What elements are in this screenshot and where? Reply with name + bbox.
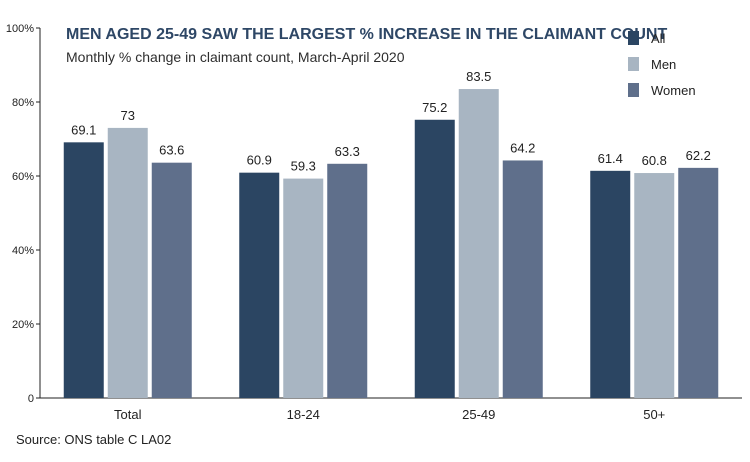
bar-all-2 [414, 119, 455, 398]
bar-men-0 [107, 127, 148, 399]
bar-men-1 [283, 178, 324, 398]
y-tick-label: 20% [12, 319, 34, 331]
value-label: 75.2 [422, 100, 447, 115]
legend-swatch-men [628, 57, 639, 71]
value-label: 64.2 [510, 140, 535, 155]
source-note: Source: ONS table C LA02 [16, 432, 171, 447]
bar-men-3 [634, 173, 675, 398]
y-tick-label: 40% [12, 245, 34, 257]
value-label: 62.2 [686, 148, 711, 163]
y-tick-label: 60% [12, 171, 34, 183]
x-tick-label: 18-24 [287, 407, 320, 422]
y-tick-label: 0 [28, 393, 34, 405]
y-tick-label: 80% [12, 97, 34, 109]
x-tick-labels: Total 18-24 25-49 50+ [114, 407, 665, 422]
bar-all-1 [239, 172, 280, 398]
bar-all-0 [63, 142, 104, 398]
chart-title: MEN AGED 25-49 SAW THE LARGEST % INCREAS… [66, 26, 667, 43]
legend: All Men Women [628, 31, 696, 98]
value-label: 63.6 [159, 143, 184, 158]
bar-women-1 [327, 163, 368, 398]
chart-subtitle: Monthly % change in claimant count, Marc… [66, 49, 405, 65]
legend-label-men: Men [651, 57, 676, 72]
bar-women-3 [678, 167, 719, 398]
bars [63, 89, 719, 399]
value-labels: 69.1 73 63.6 60.9 59.3 63.3 75.2 83.5 64.2 61.4 60… [71, 69, 711, 174]
value-label: 69.1 [71, 122, 96, 137]
x-tick-label: 25-49 [462, 407, 495, 422]
value-label: 83.5 [466, 69, 491, 84]
legend-label-women: Women [651, 83, 696, 98]
legend-label-all: All [651, 31, 666, 46]
value-label: 60.8 [642, 153, 667, 168]
value-label: 59.3 [291, 159, 316, 174]
legend-swatch-women [628, 83, 639, 97]
bar-women-0 [151, 162, 192, 398]
value-label: 60.9 [247, 153, 272, 168]
value-label: 61.4 [598, 151, 623, 166]
legend-swatch-all [628, 31, 639, 45]
value-label: 63.3 [335, 144, 360, 159]
value-label: 73 [121, 108, 135, 123]
bar-all-3 [590, 170, 631, 398]
x-tick-label: 50+ [643, 407, 665, 422]
y-ticks: 0 20% 40% 60% 80% 100% [6, 23, 40, 405]
y-tick-label: 100% [6, 23, 34, 35]
bar-women-2 [502, 160, 543, 398]
x-tick-label: Total [114, 407, 142, 422]
bar-men-2 [458, 89, 499, 399]
